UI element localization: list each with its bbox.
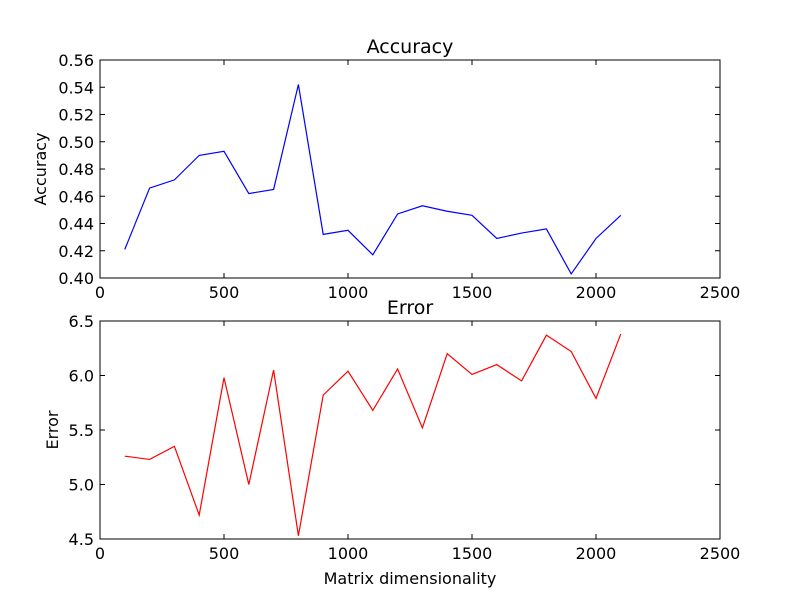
accuracy-x-tick-label: 1000 <box>328 283 369 302</box>
accuracy-x-tick-label: 2000 <box>576 283 617 302</box>
error-series-line <box>124 333 622 536</box>
accuracy-axes-frame <box>99 59 721 279</box>
accuracy-x-tick-label: 500 <box>209 283 240 302</box>
accuracy-y-tick-label: 0.48 <box>58 160 94 179</box>
accuracy-y-axis-label: Accuracy <box>31 132 50 205</box>
error-y-tick-label: 4.5 <box>69 530 94 549</box>
accuracy-y-tick-label: 0.52 <box>58 106 94 125</box>
accuracy-y-tick-label: 0.42 <box>58 242 94 261</box>
error-x-axis-label: Matrix dimensionality <box>324 569 497 588</box>
accuracy-y-tick-label: 0.40 <box>58 269 94 288</box>
error-y-tick-label: 6.0 <box>69 367 94 386</box>
accuracy-y-tick-label: 0.50 <box>58 133 94 152</box>
error-y-tick-label: 5.0 <box>69 476 94 495</box>
error-x-tick-label: 1500 <box>452 544 493 563</box>
error-panel: 0 500 1000 1500 2000 2500 4.5 5.0 5.5 6.0 6.5 Error… <box>43 297 740 588</box>
accuracy-y-tick-label: 0.54 <box>58 78 94 97</box>
accuracy-y-tick-label: 0.56 <box>58 51 94 70</box>
accuracy-y-tick-label: 0.44 <box>58 215 94 234</box>
error-x-tick-label: 0 <box>95 544 105 563</box>
error-y-tick-label: 5.5 <box>69 421 94 440</box>
error-chart-title: Error <box>387 297 434 319</box>
error-x-tick-label: 500 <box>209 544 240 563</box>
accuracy-panel: 0 500 1000 1500 2000 2500 0.40 0.42 0.44 0.46 0.48… <box>31 36 740 302</box>
error-x-tick-label: 1000 <box>328 544 369 563</box>
accuracy-y-tick-label: 0.46 <box>58 187 94 206</box>
accuracy-x-tick-label: 2500 <box>700 283 741 302</box>
error-axes-frame <box>99 320 721 540</box>
accuracy-x-tick-label: 1500 <box>452 283 493 302</box>
accuracy-x-tick-label: 0 <box>95 283 105 302</box>
accuracy-chart-title: Accuracy <box>367 36 454 58</box>
error-y-tick-label: 6.5 <box>69 312 94 331</box>
error-x-tick-label: 2000 <box>576 544 617 563</box>
accuracy-series-line <box>124 84 622 276</box>
error-x-tick-label: 2500 <box>700 544 741 563</box>
error-y-axis-label: Error <box>43 410 62 449</box>
